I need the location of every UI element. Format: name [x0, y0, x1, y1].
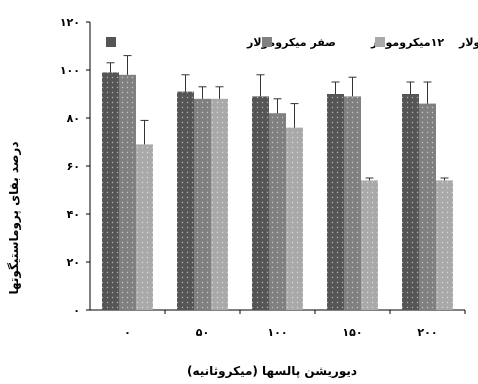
y-tick-label: ۲۰	[67, 256, 80, 269]
y-tick-label: ۰	[73, 304, 80, 317]
y-axis-label: درصد بقای پروماستیگوتها	[7, 142, 22, 295]
legend-label: صفر میکرومولار	[246, 36, 336, 49]
bar-texture	[286, 127, 303, 310]
x-tick-label: ۲۰۰	[417, 326, 437, 339]
x-tick-label: ۱۵۰	[342, 326, 362, 339]
bar-texture	[402, 94, 419, 310]
legend: صفر میکرومولار ۱۲میکرومولار ۲۴میکرومولار	[106, 36, 478, 49]
bar-texture	[419, 103, 436, 310]
legend-swatch	[106, 37, 116, 47]
bar-texture	[436, 180, 453, 310]
bar-texture	[252, 96, 269, 311]
bar-texture	[211, 98, 228, 310]
bar-texture	[102, 72, 119, 311]
bar-texture	[177, 91, 194, 310]
bar-texture	[361, 180, 378, 310]
bar-texture	[119, 74, 136, 310]
y-tick-label: ۱۲۰	[60, 16, 80, 29]
legend-swatch	[375, 37, 385, 47]
x-tick-label: ۱۰۰	[267, 326, 287, 339]
y-tick-label: ۶۰	[67, 160, 80, 173]
y-tick-label: ۱۰۰	[60, 64, 80, 77]
bar-texture	[269, 113, 286, 310]
x-axis-label: دیوریشن پالسها (میکروثانیه)	[187, 364, 357, 379]
y-tick-label: ۴۰	[67, 208, 80, 221]
plot-area: ۰ ۲۰ ۴۰ ۶۰ ۸۰ ۱۰۰ ۱۲۰ ۰ ۵۰ ۱۰۰ ۱۵۰ ۲۰۰	[60, 16, 466, 339]
x-tick-label: ۵۰	[196, 326, 209, 339]
y-tick-label: ۸۰	[67, 112, 80, 125]
legend-label: ۱۲میکرومولار	[370, 36, 444, 49]
bar-texture	[344, 96, 361, 311]
bar-texture	[136, 144, 153, 310]
bar-texture	[194, 98, 211, 310]
legend-label: ۲۴میکرومولار	[458, 36, 478, 49]
bar-texture	[327, 94, 344, 310]
x-tick-label: ۰	[124, 326, 131, 339]
legend-swatch	[262, 37, 272, 47]
